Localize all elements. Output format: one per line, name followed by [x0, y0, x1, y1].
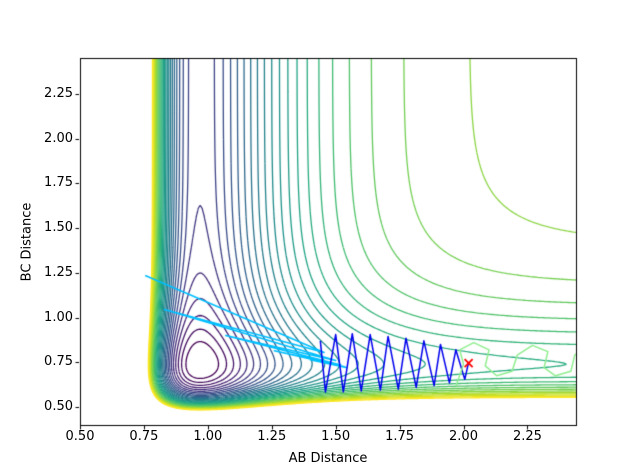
x-tick-label: 1.75 [385, 429, 415, 444]
y-tick-label: 1.75 [44, 175, 73, 191]
y-tick-label: 2.00 [44, 130, 73, 146]
y-tick-label: 2.25 [44, 85, 73, 101]
x-axis-label: AB Distance [288, 451, 368, 466]
x-tick-label: 1.25 [257, 429, 287, 444]
x-tick-label: 2.00 [449, 429, 478, 444]
x-tick-label: 0.50 [65, 429, 95, 444]
y-tick-label: 1.00 [44, 309, 73, 325]
x-tick-label: 0.75 [129, 429, 159, 444]
y-tick-label: 1.50 [44, 220, 73, 236]
y-tick-label: 1.25 [44, 264, 73, 280]
y-tick-label: 0.75 [44, 354, 73, 370]
y-tick-label: 0.50 [44, 399, 73, 415]
x-tick-label: 1.00 [193, 429, 223, 444]
y-axis-label: BC Distance [19, 202, 35, 282]
x-tick-label: 2.25 [512, 429, 542, 444]
x-tick-label: 1.50 [321, 429, 351, 444]
